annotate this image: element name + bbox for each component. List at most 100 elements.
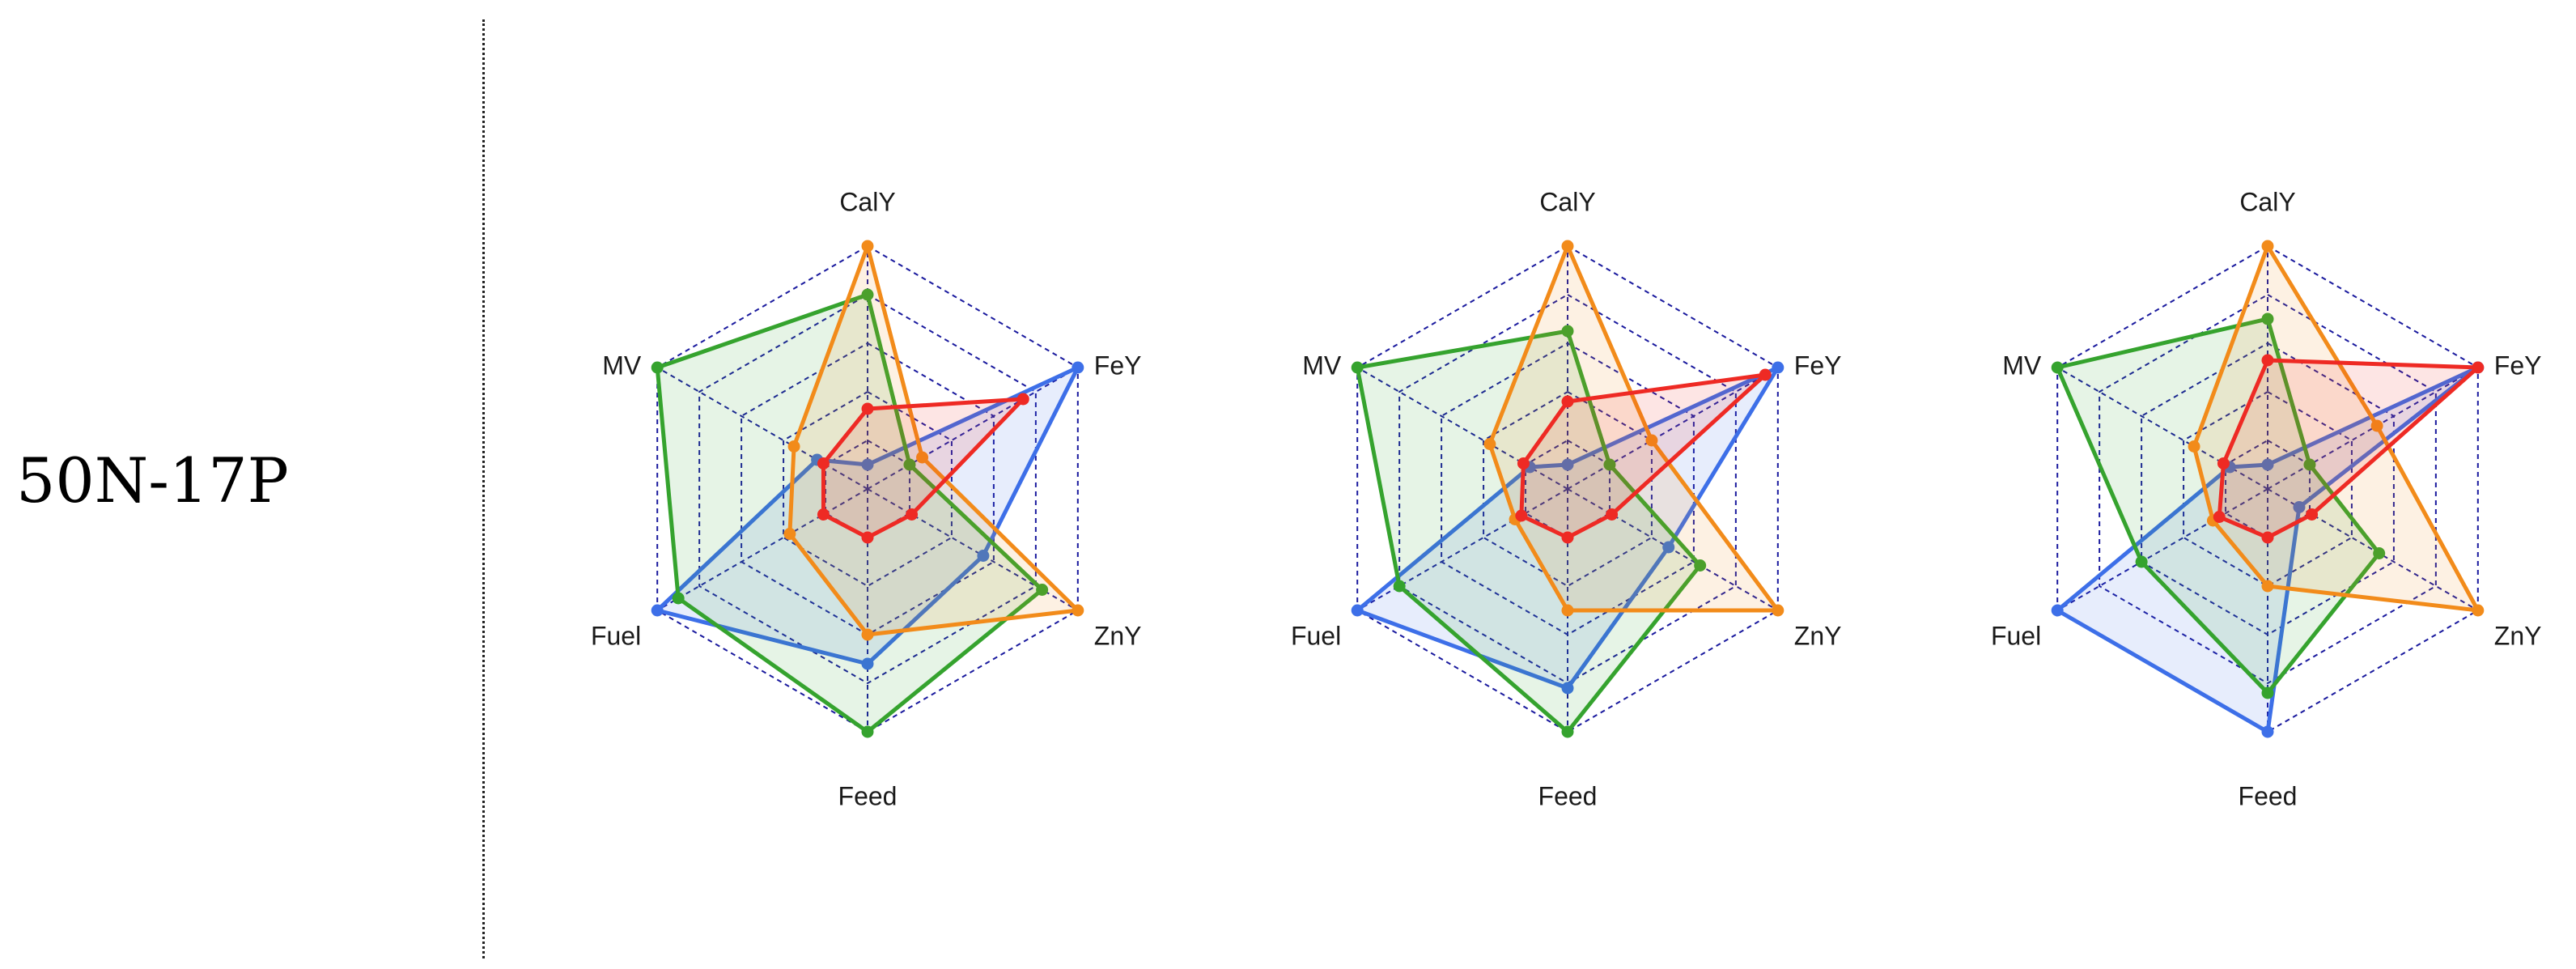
series-orange-point [916, 451, 929, 464]
series-green-point [1351, 361, 1364, 374]
series-orange-point [2261, 240, 2274, 253]
axis-label: MV [1302, 351, 1342, 380]
axis-spoke [867, 488, 1079, 611]
axis-spoke [656, 488, 868, 611]
series-orange-point [1072, 604, 1084, 617]
series-green-point [861, 725, 874, 738]
series-blue-point [861, 458, 874, 471]
axis-spoke [2267, 367, 2479, 490]
axis-label: Fuel [1991, 621, 2041, 650]
series-red-point [2213, 511, 2226, 523]
series-blue-point [1561, 682, 1574, 695]
series-orange-point [1772, 604, 1785, 617]
series-orange-point [1561, 604, 1574, 617]
series-red-point [1561, 531, 1574, 544]
series-blue-point [1772, 361, 1785, 374]
axis-label: ZnY [2494, 621, 2542, 650]
series-orange-point [2261, 580, 2274, 593]
series-orange-point [2472, 604, 2485, 617]
axis-spoke [1356, 488, 1568, 611]
series-blue-point [1351, 604, 1364, 617]
series-red-point [2261, 531, 2274, 544]
series-green-point [2261, 312, 2274, 325]
series-green-point [1036, 584, 1049, 596]
series-green-point [861, 288, 874, 301]
series-red-point [1515, 509, 1528, 522]
series-orange-point [861, 240, 874, 253]
series-orange-point [2188, 440, 2200, 453]
series-green-point [651, 361, 664, 374]
series-red-point [817, 457, 830, 470]
series-blue-point [861, 657, 874, 670]
series-orange-point [1561, 240, 1574, 253]
axis-spoke [867, 367, 1079, 490]
series-green-point [1393, 580, 1406, 593]
series-blue-point [2261, 458, 2274, 471]
series-blue-point [2261, 725, 2274, 738]
vertical-divider [482, 19, 485, 958]
axis-label: ZnY [1094, 621, 1142, 650]
series-red-point [1759, 368, 1772, 381]
series-red-point [2472, 361, 2485, 374]
series-green-point [2261, 686, 2274, 699]
series-orange-point [1483, 438, 1496, 450]
series-red-point [1016, 393, 1029, 406]
axis-label: MV [602, 351, 642, 380]
series-green-point [1561, 325, 1574, 338]
axis-label: Feed [838, 781, 898, 810]
series-red-point [1561, 395, 1574, 408]
axis-label: MV [2002, 351, 2042, 380]
axis-label: Feed [2239, 781, 2298, 810]
series-red-point [861, 402, 874, 415]
axis-spoke [656, 367, 868, 490]
series-red-point [2306, 508, 2319, 521]
series-orange-point [2370, 419, 2383, 432]
series-blue-point [1072, 361, 1084, 374]
series-green-point [1561, 725, 1574, 738]
series-blue-point [651, 604, 664, 617]
grid-ring [2099, 293, 2437, 685]
series-green-point [2135, 555, 2148, 568]
axis-label: FeY [1794, 351, 1842, 380]
series-orange-point [1645, 434, 1658, 447]
series-red-point [1517, 457, 1530, 470]
series-red-point [906, 508, 919, 521]
axis-label: FeY [2494, 351, 2542, 380]
axis-spoke [1567, 488, 1779, 611]
series-red-point [1606, 508, 1619, 521]
row-label: 50N-17P [16, 444, 289, 516]
axis-label: Fuel [1291, 621, 1341, 650]
series-blue-point [2051, 604, 2064, 617]
series-red-point [817, 508, 830, 521]
axis-label: CalY [1539, 187, 1595, 216]
series-blue-point [1662, 541, 1675, 554]
series-green-point [2303, 458, 2316, 471]
axis-spoke [1567, 367, 1779, 490]
axis-spoke [2056, 488, 2268, 611]
series-green-point [2051, 361, 2064, 374]
series-blue-point [2293, 501, 2306, 513]
series-green-point [1603, 458, 1616, 471]
series-orange-point [783, 528, 796, 540]
series-red-point [2217, 457, 2230, 470]
axis-label: FeY [1094, 351, 1142, 380]
axis-label: ZnY [1794, 621, 1842, 650]
series-green-point [672, 592, 685, 605]
series-green-point [2373, 547, 2386, 559]
axis-label: CalY [839, 187, 895, 216]
axis-label: CalY [2239, 187, 2295, 216]
series-orange-point [787, 440, 800, 453]
series-red-point [861, 531, 874, 544]
series-blue-point [1561, 458, 1574, 471]
series-green-point [1694, 559, 1707, 572]
axis-label: Feed [1538, 781, 1598, 810]
series-orange-point [861, 628, 874, 641]
axis-label: Fuel [591, 621, 641, 650]
series-blue-point [977, 550, 990, 562]
grid-ring [698, 293, 1037, 685]
series-green-point [903, 458, 916, 471]
series-red-point [2261, 354, 2274, 367]
